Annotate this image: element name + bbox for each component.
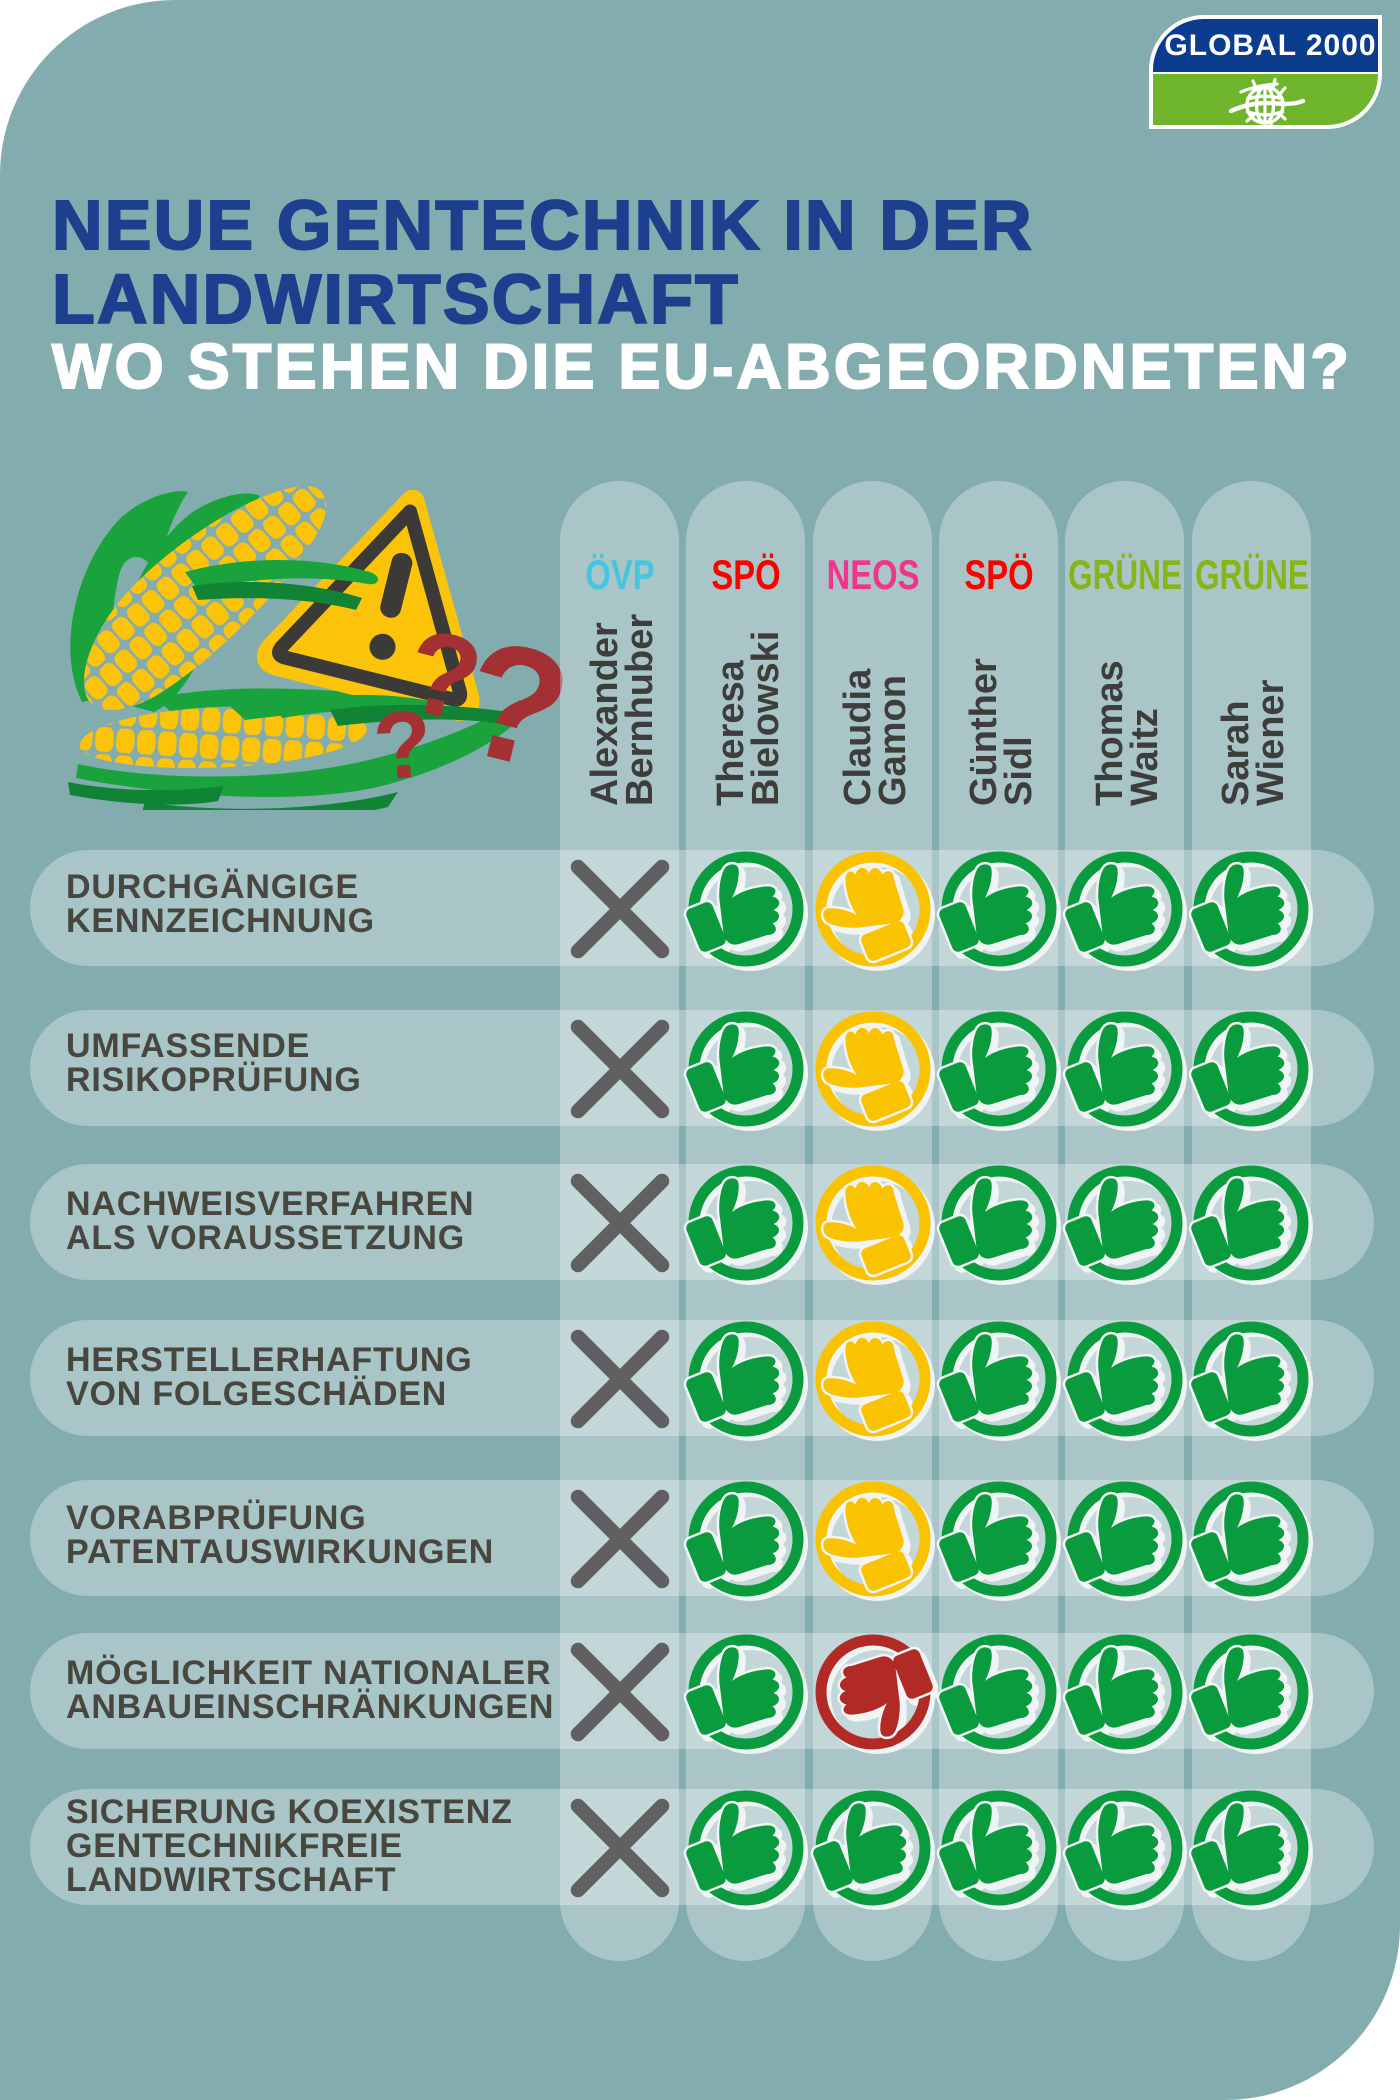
svg-text:?: ? (369, 690, 438, 801)
